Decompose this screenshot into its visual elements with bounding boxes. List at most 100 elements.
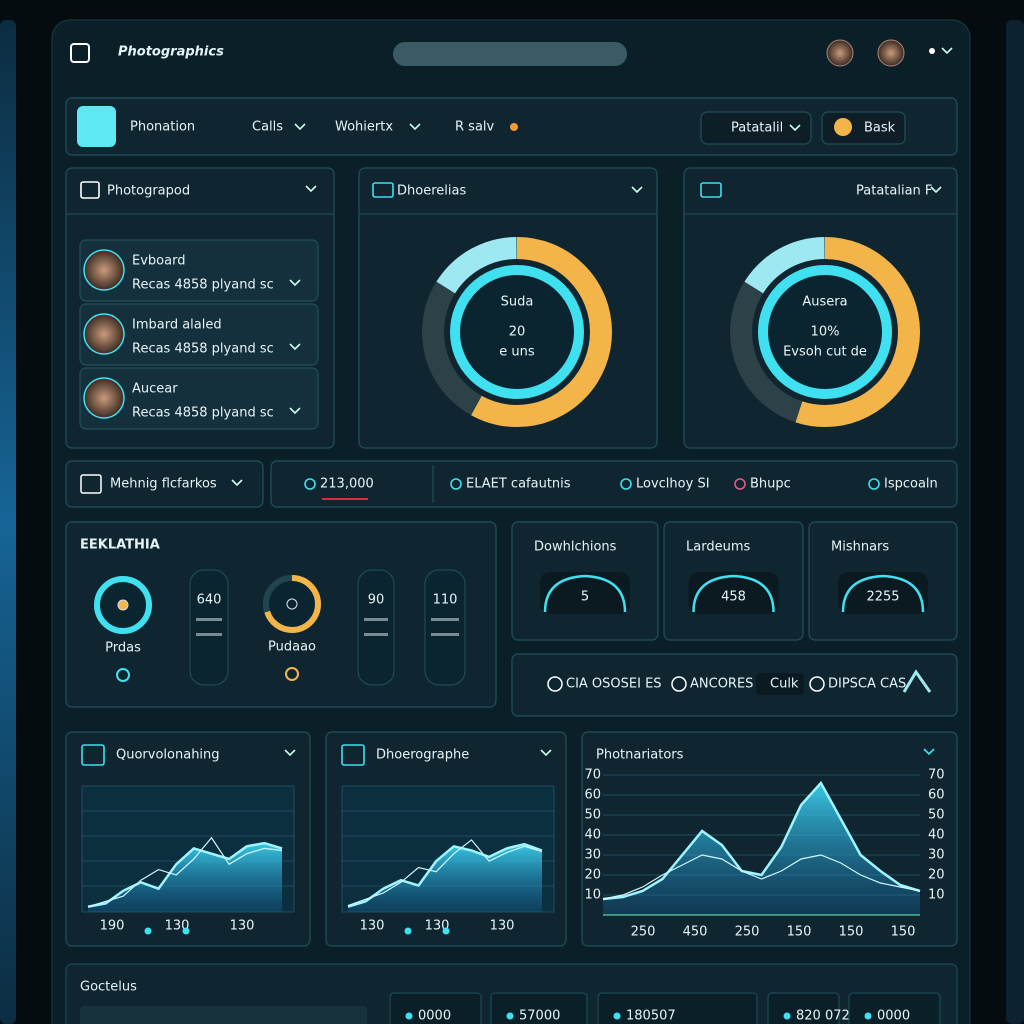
chevron	[284, 749, 296, 757]
nav-item[interactable]: Calls	[252, 120, 283, 135]
footer-dot	[864, 1012, 872, 1020]
pill-detail	[431, 633, 459, 636]
stat-item: 213,000	[320, 477, 374, 492]
donut-rest	[422, 237, 612, 427]
gauge-icon	[285, 667, 299, 681]
chart-dot	[442, 927, 450, 935]
donut-value: 10%	[811, 325, 840, 340]
series-line	[602, 780, 921, 901]
contact-detail: Recas 4858 plyand sc	[132, 406, 274, 421]
card-value: 458	[721, 590, 746, 605]
series-line	[347, 842, 543, 908]
series-line	[87, 836, 283, 908]
filter-label: Mehnig flcfarkos	[110, 477, 217, 492]
gauge-icon	[116, 668, 130, 682]
contact-row[interactable]	[79, 239, 319, 302]
search-bar[interactable]	[393, 42, 627, 66]
panel-icon	[700, 182, 722, 198]
chart-dot	[144, 927, 152, 935]
gauge-pill	[424, 569, 466, 686]
panel-icon	[341, 744, 365, 766]
chevron	[789, 124, 801, 132]
status-icon	[902, 669, 932, 693]
side-panel	[1006, 20, 1024, 1024]
stat-item: ELAET cafautnis	[466, 477, 571, 492]
chevron	[231, 479, 243, 487]
panel-icon	[372, 182, 394, 198]
status-label: DIPSCA CAS	[828, 677, 906, 692]
nav-item[interactable]: Wohiertx	[335, 120, 393, 135]
status-radio[interactable]	[809, 676, 825, 692]
stat-icon	[734, 478, 746, 490]
nav-button-label: Patatalil	[731, 121, 783, 136]
panel-title: EEKLATHIA	[80, 538, 160, 553]
card-gauge	[688, 572, 779, 614]
contact-row[interactable]	[79, 303, 319, 366]
status-label: CIA OSOSEI ES	[566, 677, 662, 692]
card-gauge-arc	[543, 574, 627, 613]
footer-dot	[405, 1012, 413, 1020]
avatar[interactable]	[877, 39, 905, 67]
chevron	[294, 123, 306, 131]
footer-value: 57000	[519, 1009, 560, 1024]
chevron	[289, 279, 301, 287]
footer-box	[597, 992, 758, 1024]
panel-title: Photnariators	[596, 748, 684, 763]
contact-detail: Recas 4858 plyand sc	[132, 278, 274, 293]
card-title: Lardeums	[686, 540, 750, 555]
card-value: 2255	[866, 590, 899, 605]
status-radio[interactable]	[547, 676, 563, 692]
status-radio[interactable]	[671, 676, 687, 692]
contact-detail: Recas 4858 plyand sc	[132, 342, 274, 357]
donut-inner	[450, 265, 584, 399]
panel-icon	[80, 181, 100, 199]
y-tick-label: 70	[928, 768, 945, 783]
contact-avatar	[83, 249, 125, 291]
gauge-value: 90	[368, 593, 385, 608]
nav-button-label: Bask	[864, 121, 896, 136]
gauge-core	[117, 599, 129, 611]
card-gauge-arc	[692, 574, 775, 613]
contact-row[interactable]	[79, 367, 319, 430]
stats-bar	[270, 460, 958, 508]
card-title: Mishnars	[831, 540, 889, 555]
footer-dot	[613, 1012, 621, 1020]
avatar[interactable]	[826, 39, 854, 67]
gauge-pill	[189, 569, 229, 686]
status-bar	[511, 653, 958, 717]
y-tick-label: 30	[928, 848, 945, 863]
brand-icon	[77, 106, 116, 147]
nav-item[interactable]: R salv	[455, 120, 495, 135]
footer-box	[389, 992, 482, 1024]
pill-detail	[196, 618, 222, 621]
y-tick-label: 10	[584, 888, 601, 903]
chevron	[930, 186, 942, 194]
y-tick-label: 70	[584, 768, 601, 783]
footer-box	[490, 992, 588, 1024]
contact-name: Evboard	[132, 254, 185, 269]
x-tick-label: 190	[100, 919, 125, 934]
y-tick-label: 10	[928, 888, 945, 903]
x-tick-label: 150	[891, 925, 916, 940]
footer-value: 180507	[626, 1009, 676, 1024]
pill-detail	[364, 618, 388, 621]
filter-dropdown[interactable]	[65, 460, 264, 508]
footer-value: 0000	[418, 1009, 451, 1024]
x-tick-label: 450	[683, 925, 708, 940]
gauge-value: 640	[197, 593, 222, 608]
stat-icon	[304, 478, 316, 490]
y-tick-label: 20	[928, 868, 945, 883]
nav-button[interactable]	[700, 111, 812, 145]
chart-dot	[182, 927, 190, 935]
y-tick-label: 30	[584, 848, 601, 863]
status-label: ANCORES	[690, 677, 753, 692]
y-tick-label: 40	[584, 828, 601, 843]
gauge-pill	[357, 569, 395, 686]
footer-box	[80, 1006, 367, 1024]
x-tick-label: 130	[230, 919, 255, 934]
donut-arc	[422, 237, 612, 427]
donut-label: Suda	[501, 295, 534, 310]
stat-item: Bhupc	[750, 477, 791, 492]
card-value: 5	[581, 590, 589, 605]
